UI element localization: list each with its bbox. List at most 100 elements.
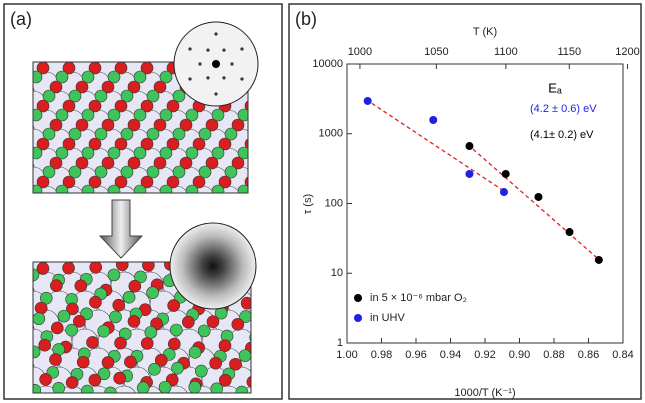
metal-atom (81, 385, 93, 397)
oxygen-atom (89, 296, 101, 308)
y-tick-label: 10 (331, 267, 343, 279)
oxygen-atom (210, 357, 222, 369)
oxygen-atom (142, 259, 154, 271)
metal-atom (159, 381, 171, 393)
metal-atom (147, 287, 159, 299)
x-tick-label: 0.88 (543, 349, 564, 361)
metal-atom (199, 204, 211, 216)
metal-atom (43, 204, 55, 216)
x2-tick-label: 1150 (557, 46, 581, 58)
oxygen-atom (99, 397, 111, 403)
data-point (465, 142, 473, 150)
metal-atom (225, 204, 237, 216)
oxygen-atom (76, 195, 88, 207)
oxygen-atom (180, 195, 192, 207)
x-tick-label: 0.86 (578, 349, 599, 361)
metal-atom (95, 204, 107, 216)
oxygen-atom (63, 262, 75, 274)
metal-atom (30, 147, 42, 159)
oxygen-atom (247, 376, 259, 388)
spot (206, 76, 209, 79)
y-tick-label: 1 (337, 337, 343, 349)
x-tick-label: 0.96 (405, 349, 426, 361)
oxygen-atom (232, 195, 244, 207)
metal-atom (134, 185, 146, 197)
oxygen-atom (75, 280, 87, 292)
panel-label: (b) (295, 9, 317, 29)
oxygen-atom (35, 302, 47, 314)
metal-atom (252, 365, 264, 377)
metal-atom (66, 324, 78, 336)
oxygen-atom (256, 360, 268, 372)
spot (222, 76, 225, 79)
oxygen-atom (256, 279, 268, 291)
oxygen-atom (114, 372, 126, 384)
metal-atom (145, 326, 157, 338)
x2-tick-label: 1100 (494, 46, 518, 58)
oxygen-atom (232, 318, 244, 330)
spot (206, 49, 209, 52)
metal-atom (186, 185, 198, 197)
metal-atom (239, 350, 251, 362)
oxygen-atom (66, 377, 78, 389)
data-point (534, 193, 542, 201)
spot (230, 62, 233, 65)
metal-atom (172, 362, 184, 374)
data-point (595, 256, 603, 264)
metal-atom (236, 386, 248, 398)
oxygen-atom (115, 337, 127, 349)
data-point (465, 170, 473, 178)
metal-atom (109, 311, 121, 323)
annotation: (4.1± 0.2) eV (530, 129, 594, 141)
metal-atom (189, 346, 201, 358)
x2-tick-label: 1200 (615, 46, 639, 58)
metal-atom (98, 325, 110, 337)
y-tick-label: 100 (325, 197, 343, 209)
data-point (364, 97, 372, 105)
metal-atom (251, 90, 263, 102)
spot (214, 92, 217, 95)
x-tick-label: 0.90 (509, 349, 530, 361)
spot (212, 60, 220, 68)
oxygen-atom (51, 322, 63, 334)
metal-atom (160, 185, 172, 197)
y-axis-label: τ (s) (302, 194, 314, 214)
oxygen-atom (129, 280, 141, 292)
oxygen-atom (128, 315, 140, 327)
metal-atom (251, 204, 263, 216)
legend-marker (354, 294, 362, 302)
x-tick-label: 0.84 (612, 349, 633, 361)
metal-atom (30, 71, 42, 83)
metal-atom (30, 109, 42, 121)
oxygen-atom (141, 337, 153, 349)
metal-atom (251, 128, 263, 140)
spot (222, 49, 225, 52)
legend-label: in UHV (370, 312, 406, 324)
metal-atom (108, 185, 120, 197)
oxygen-atom (89, 374, 101, 386)
oxygen-atom (124, 356, 136, 368)
metal-atom (58, 310, 70, 322)
data-point (500, 188, 508, 196)
metal-atom (56, 185, 68, 197)
diffraction-inset (170, 223, 256, 309)
annotation: (4.2 ± 0.6) eV (530, 103, 597, 115)
oxygen-atom (261, 397, 273, 403)
metal-atom (82, 185, 94, 197)
oxygen-atom (154, 195, 166, 207)
metal-atom (28, 346, 40, 358)
data-point (566, 228, 574, 236)
oxygen-atom (206, 195, 218, 207)
panel-label: (a) (10, 9, 32, 29)
x-tick-label: 0.98 (371, 349, 392, 361)
oxygen-atom (50, 354, 62, 366)
spot (240, 77, 243, 80)
metal-atom (173, 204, 185, 216)
oxygen-atom (116, 259, 128, 271)
spot (188, 77, 191, 80)
oxygen-atom (50, 195, 62, 207)
x2-tick-label: 1050 (424, 46, 448, 58)
metal-atom (198, 325, 210, 337)
metal-atom (212, 185, 224, 197)
